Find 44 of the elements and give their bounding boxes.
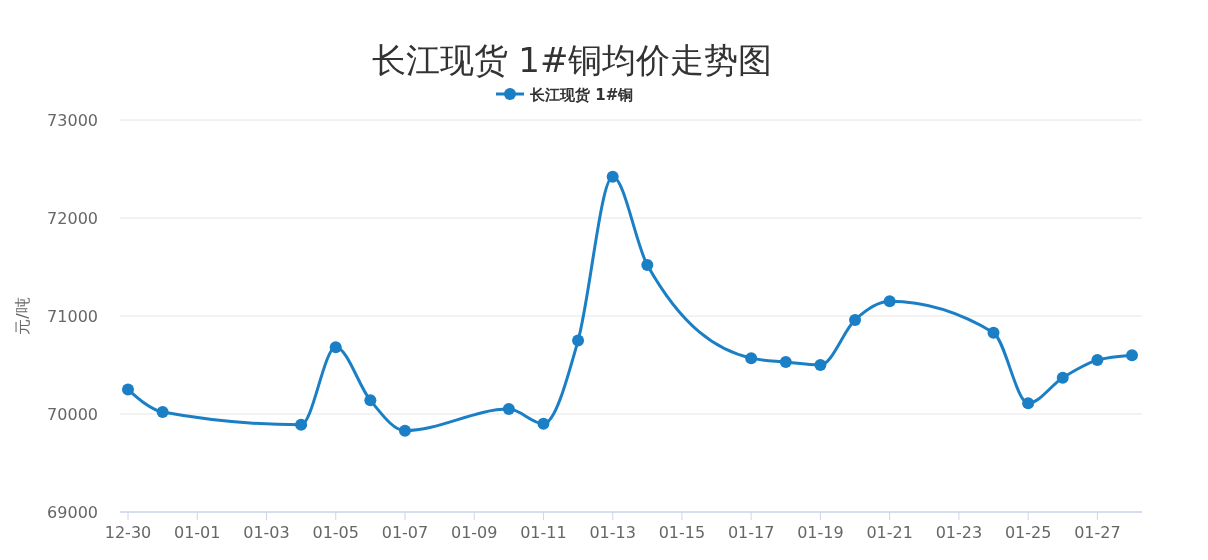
x-tick-label: 12-30 — [104, 523, 152, 542]
x-tick-label: 01-19 — [797, 523, 844, 542]
point — [364, 394, 377, 407]
x-tick-label: 01-07 — [381, 523, 429, 542]
chart-title: 长江现货 1#铜均价走势图 — [371, 40, 773, 80]
point — [295, 418, 308, 431]
y-tick-label: 69000 — [47, 503, 98, 522]
y-tick-label: 70000 — [47, 405, 98, 424]
x-tick-label: 01-01 — [173, 523, 221, 542]
point — [329, 341, 342, 354]
point — [641, 259, 654, 272]
x-tick-label: 01-17 — [727, 523, 775, 542]
point — [156, 406, 169, 419]
point — [1091, 354, 1104, 367]
point — [883, 295, 896, 308]
x-tick-label: 01-25 — [1004, 523, 1052, 542]
x-tick-label: 01-11 — [520, 523, 567, 542]
x-tick-label: 01-23 — [935, 523, 983, 542]
point — [745, 352, 758, 365]
point — [1126, 349, 1138, 362]
x-tick-label: 01-21 — [866, 523, 913, 542]
x-tick-label: 01-09 — [450, 523, 498, 542]
x-tick-label: 01-03 — [243, 523, 290, 542]
y-axis-title: 元/吨 — [13, 297, 32, 335]
y-tick-label: 73000 — [47, 111, 98, 130]
point — [606, 170, 619, 183]
point — [572, 334, 585, 347]
x-tick-label: 01-27 — [1074, 523, 1121, 542]
point — [122, 383, 134, 396]
x-tick-label: 01-15 — [658, 523, 706, 542]
legend-label: 长江现货 1#铜 — [529, 86, 634, 104]
point — [849, 313, 862, 326]
y-tick-label: 71000 — [47, 307, 98, 326]
point — [779, 356, 792, 369]
point — [1056, 371, 1069, 384]
point — [537, 417, 550, 430]
x-tick-label: 01-05 — [312, 523, 359, 542]
point — [502, 403, 515, 416]
point — [814, 359, 827, 371]
point — [398, 424, 411, 437]
y-tick-label: 72000 — [47, 209, 98, 228]
x-tick-label: 01-13 — [589, 523, 636, 542]
point — [987, 326, 1000, 339]
point — [1022, 397, 1035, 410]
